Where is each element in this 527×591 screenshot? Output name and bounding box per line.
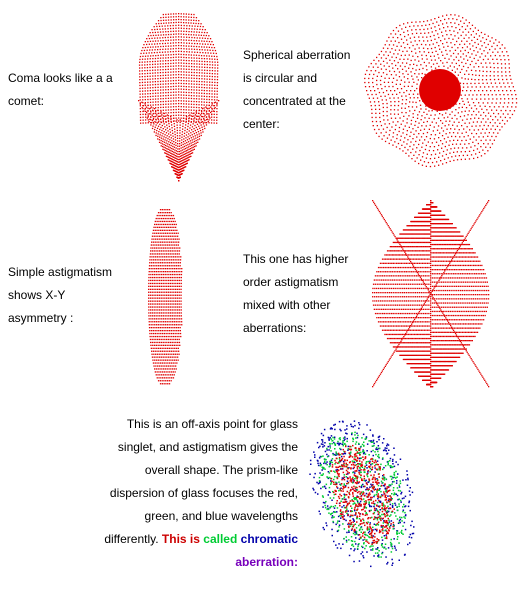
spherical-line-1: Spherical aberration [243, 48, 351, 62]
called-text: called [203, 532, 238, 546]
offaxis-line-6: differently. This is called chromatic [60, 528, 298, 551]
aberration-text: aberration: [235, 555, 298, 569]
this-is-text: This is [161, 532, 200, 546]
coma-line-1: Coma looks like a a [8, 71, 113, 85]
offaxis-caption: This is an off-axis point for glass sing… [60, 413, 298, 574]
simple-astig-line-1: Simple astigmatism [8, 265, 113, 279]
spherical-line-3: concentrated at the [243, 94, 346, 108]
spherical-caption: Spherical aberration is circular and con… [243, 44, 350, 136]
simple-astig-line-2: shows X-Y [8, 288, 66, 302]
coma-spot-diagram [138, 13, 220, 182]
offaxis-line-5: green, and blue wavelengths [144, 509, 298, 523]
simple-astigmatism-spot-diagram [148, 209, 183, 385]
offaxis-plain-text: differently. [104, 532, 162, 546]
offaxis-line-3: overall shape. The prism-like [144, 463, 298, 477]
spherical-line-2: is circular and [243, 71, 318, 85]
higher-astig-line-4: aberrations: [243, 321, 307, 335]
higher-astig-line-1: This one has higher [243, 252, 349, 266]
simple-astig-line-3: asymmetry : [8, 311, 74, 325]
coma-caption: Coma looks like a a comet: [8, 67, 113, 113]
offaxis-line-2: singlet, and astigmatism gives the [117, 440, 298, 454]
spherical-line-4: center: [243, 117, 280, 131]
offaxis-line-7: aberration: [60, 551, 298, 574]
spherical-spot-diagram [364, 14, 518, 168]
higher-astigmatism-caption: This one has higher order astigmatism mi… [243, 248, 348, 340]
offaxis-line-4: dispersion of glass focuses the red, [109, 486, 298, 500]
higher-astig-line-3: mixed with other [243, 298, 331, 312]
coma-line-2: comet: [8, 94, 45, 108]
simple-astigmatism-caption: Simple astigmatism shows X-Y asymmetry : [8, 261, 112, 330]
chromatic-text: chromatic [240, 532, 298, 546]
higher-astigmatism-spot-diagram [372, 200, 490, 388]
chromatic-spot-diagram [309, 420, 415, 568]
offaxis-line-1: This is an off-axis point for glass [126, 417, 298, 431]
higher-astig-line-2: order astigmatism [243, 275, 339, 289]
